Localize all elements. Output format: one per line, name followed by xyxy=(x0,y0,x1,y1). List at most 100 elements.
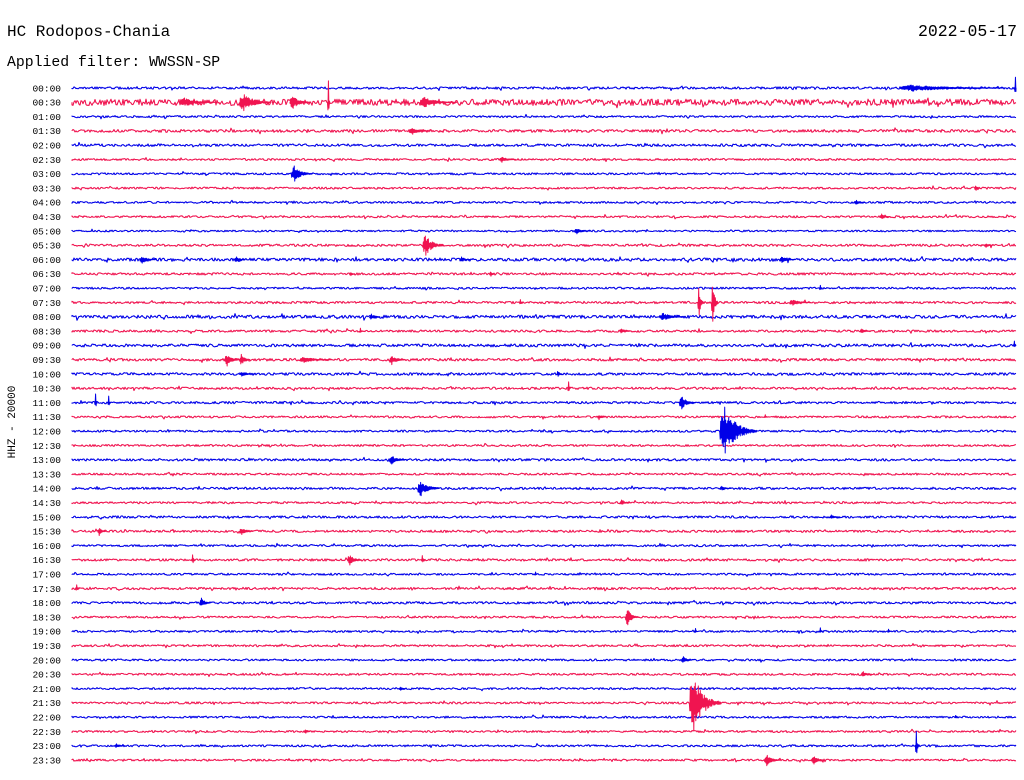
row-label: 21:30 xyxy=(32,698,61,709)
trace-line xyxy=(71,313,1017,321)
seismic-event xyxy=(368,313,381,320)
seismic-event xyxy=(688,682,722,732)
trace-line xyxy=(71,571,1017,577)
trace-line xyxy=(71,585,1017,592)
trace-line xyxy=(71,471,1017,477)
date-label: 2022-05-17 xyxy=(918,22,1017,41)
trace-line xyxy=(71,542,1017,549)
seismic-event xyxy=(678,396,696,410)
row-label: 08:00 xyxy=(32,312,61,323)
seismic-event xyxy=(349,272,356,277)
row-label: 23:00 xyxy=(32,741,61,752)
trace-line xyxy=(71,286,1017,291)
trace-line xyxy=(71,757,1017,763)
row-label: 21:00 xyxy=(32,684,61,695)
row-label: 23:30 xyxy=(32,755,61,766)
seismic-event xyxy=(763,754,781,767)
trace-line xyxy=(71,141,1017,149)
row-label: 17:30 xyxy=(32,584,61,595)
trace-line xyxy=(71,85,1017,92)
row-label: 15:00 xyxy=(32,512,61,523)
seismic-event xyxy=(828,514,841,519)
row-label: 07:00 xyxy=(32,284,61,295)
seismic-event xyxy=(624,610,640,626)
row-label: 00:00 xyxy=(32,83,61,94)
row-label: 20:30 xyxy=(32,670,61,681)
seismic-event xyxy=(94,393,98,407)
trace-line xyxy=(71,442,1017,448)
row-label: 16:00 xyxy=(32,541,61,552)
row-label: 06:00 xyxy=(32,255,61,266)
row-label: 07:30 xyxy=(32,298,61,309)
seismic-event xyxy=(1012,340,1017,348)
trace-line xyxy=(71,557,1017,563)
row-label: 14:00 xyxy=(32,484,61,495)
row-label: 13:00 xyxy=(32,455,61,466)
trace-line xyxy=(71,514,1017,520)
seismic-event xyxy=(984,243,994,248)
seismic-event xyxy=(489,271,496,277)
row-label: 12:30 xyxy=(32,441,61,452)
trace-line xyxy=(71,399,1017,406)
seismic-events xyxy=(75,76,1017,767)
seismic-event xyxy=(303,729,311,734)
trace-line xyxy=(71,271,1017,277)
seismic-event xyxy=(680,656,693,663)
trace-line xyxy=(71,97,1017,109)
trace-line xyxy=(71,342,1017,349)
channel-axis-label: HHZ - 20000 xyxy=(7,386,19,459)
seismic-event xyxy=(811,756,826,765)
row-label: 22:00 xyxy=(32,713,61,724)
trace-line xyxy=(71,485,1017,492)
row-label-axis: 00:00 00:30 01:00 01:30 02:00 02:30 03:00 03:30… xyxy=(32,83,61,766)
seismic-event xyxy=(854,199,866,205)
seismic-event xyxy=(179,97,218,106)
trace-line xyxy=(71,643,1017,649)
trace-line xyxy=(71,328,1017,334)
seismic-event xyxy=(573,228,591,235)
row-label: 08:30 xyxy=(32,326,61,337)
trace-lines xyxy=(71,85,1017,763)
seismic-event xyxy=(697,288,704,316)
trace-line xyxy=(71,113,1017,120)
filter-label: Applied filter: WWSSN-SP xyxy=(7,55,220,71)
row-label: 04:00 xyxy=(32,198,61,209)
row-label: 06:30 xyxy=(32,269,61,280)
seismic-event xyxy=(191,554,196,564)
row-label: 19:30 xyxy=(32,641,61,652)
trace-line xyxy=(71,256,1017,264)
trace-line xyxy=(71,127,1017,135)
seismic-event xyxy=(238,528,254,535)
trace-line xyxy=(71,171,1017,177)
seismic-event xyxy=(619,328,631,334)
seismic-event xyxy=(619,499,631,505)
seismic-event xyxy=(419,96,458,108)
seismic-event xyxy=(224,355,242,367)
seismic-event xyxy=(234,256,246,262)
trace-line xyxy=(71,628,1017,634)
trace-line xyxy=(71,499,1017,506)
seismic-event xyxy=(556,371,563,377)
trace-line xyxy=(71,213,1017,220)
trace-line xyxy=(71,185,1017,191)
row-label: 11:00 xyxy=(32,398,61,409)
seismic-event xyxy=(346,555,362,566)
trace-line xyxy=(71,299,1017,306)
seismic-event xyxy=(597,415,607,421)
row-label: 01:30 xyxy=(32,126,61,137)
trace-line xyxy=(71,614,1017,620)
trace-line xyxy=(71,157,1017,163)
seismic-event xyxy=(860,671,873,677)
row-label: 17:00 xyxy=(32,570,61,581)
trace-line xyxy=(71,686,1017,692)
row-label: 00:30 xyxy=(32,98,61,109)
row-label: 22:30 xyxy=(32,727,61,738)
seismic-event xyxy=(534,571,538,576)
seismic-event xyxy=(299,356,332,363)
trace-line xyxy=(71,199,1017,205)
seismic-event xyxy=(289,96,312,109)
trace-line xyxy=(71,671,1016,678)
seismic-event xyxy=(290,165,313,182)
row-label: 16:30 xyxy=(32,555,61,566)
